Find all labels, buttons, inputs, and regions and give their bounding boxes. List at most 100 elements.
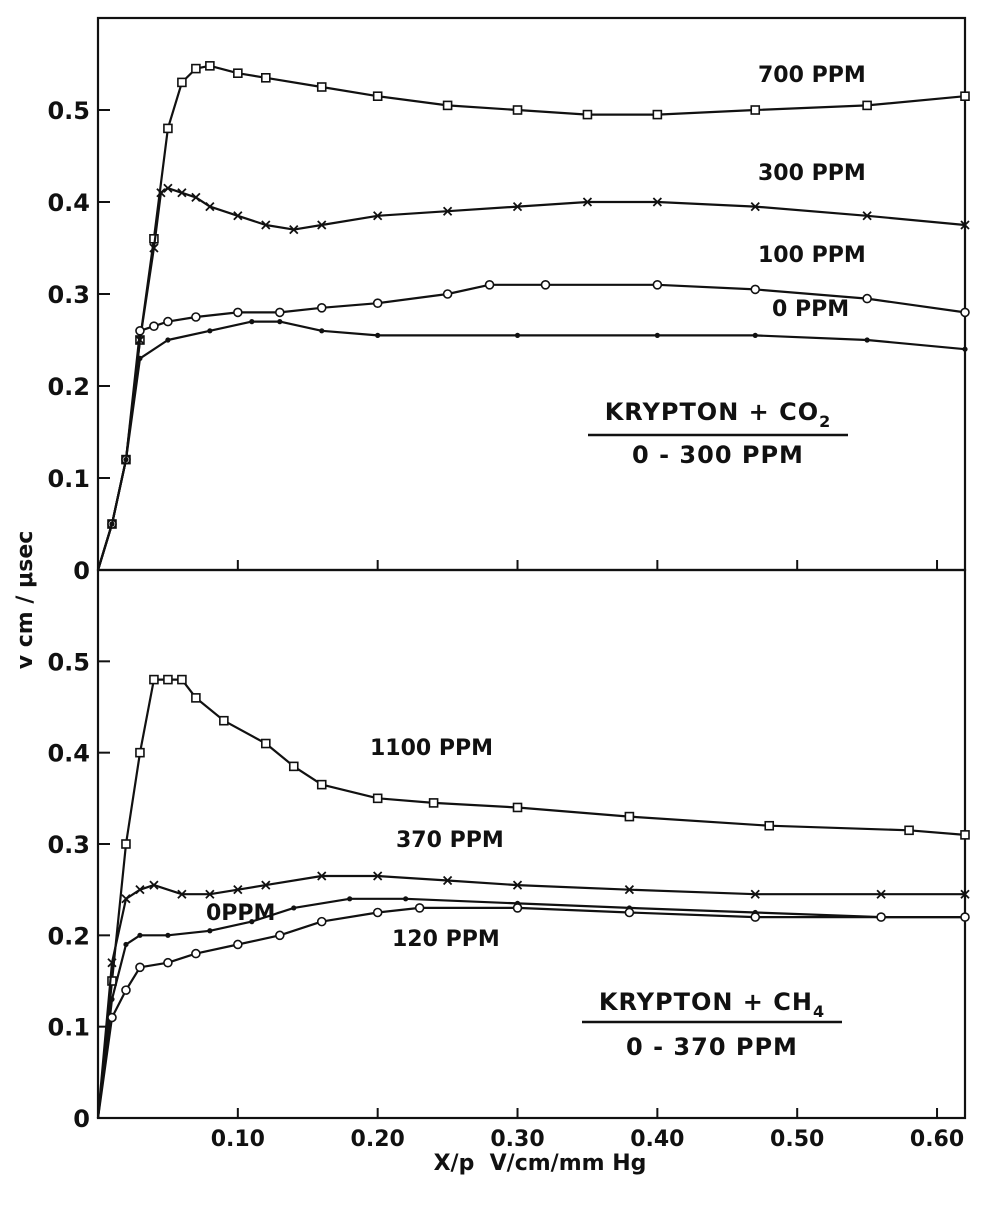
data-point xyxy=(764,820,775,831)
x-tick-label: 0.40 xyxy=(630,1127,684,1152)
data-point xyxy=(484,279,495,290)
series-label: 100 PPM xyxy=(758,243,866,268)
data-point xyxy=(624,885,635,895)
data-point xyxy=(274,307,285,318)
data-point xyxy=(403,896,409,902)
data-point xyxy=(372,907,383,918)
data-point xyxy=(372,298,383,309)
data-point xyxy=(109,996,115,1002)
data-point xyxy=(375,332,381,338)
y-tick-label: 0.4 xyxy=(47,189,90,217)
data-point xyxy=(249,919,255,925)
data-point xyxy=(540,279,551,290)
data-point xyxy=(123,941,129,948)
data-point xyxy=(442,100,453,111)
data-point xyxy=(512,802,523,813)
y-tick-label: 0.2 xyxy=(47,373,90,401)
data-point xyxy=(317,220,327,230)
data-point xyxy=(207,328,213,334)
data-point xyxy=(261,738,271,749)
legend-title-main: KRYPTON + CO xyxy=(605,398,819,426)
data-point xyxy=(512,105,523,115)
data-point xyxy=(177,889,187,899)
data-point xyxy=(107,958,117,968)
data-point xyxy=(233,211,243,221)
series-label: 1100 PPM xyxy=(370,736,493,761)
data-point xyxy=(864,337,870,343)
data-point xyxy=(233,307,243,318)
data-point xyxy=(862,100,872,111)
y-tick-label: 0.3 xyxy=(47,281,90,309)
data-point xyxy=(261,73,271,83)
data-point xyxy=(121,839,131,849)
data-point xyxy=(149,674,159,685)
legend-title-subscript: 4 xyxy=(813,1002,825,1021)
data-point xyxy=(750,284,761,295)
data-point xyxy=(750,201,760,212)
data-point xyxy=(319,328,325,334)
data-point xyxy=(442,206,453,216)
data-point xyxy=(750,912,761,922)
legend-subtitle: 0 - 300 PPM xyxy=(632,441,804,469)
data-point xyxy=(514,332,521,338)
data-point xyxy=(191,948,201,959)
data-point xyxy=(962,346,968,352)
y-tick-label: 0.5 xyxy=(47,97,90,125)
data-point xyxy=(582,109,593,120)
data-point xyxy=(205,61,215,71)
data-point xyxy=(163,957,173,968)
data-point xyxy=(261,220,271,230)
x-tick-label: 0.20 xyxy=(351,1127,405,1152)
data-point xyxy=(177,188,187,198)
data-point xyxy=(135,747,145,758)
series-line xyxy=(96,283,966,571)
data-point xyxy=(960,830,970,840)
data-point xyxy=(288,761,299,772)
y-tick-label: 0.4 xyxy=(47,740,90,768)
y-tick-label: 0 xyxy=(73,1105,90,1133)
legend-title: KRYPTON + CH4 xyxy=(599,988,825,1021)
data-point xyxy=(372,91,383,101)
data-point xyxy=(191,63,201,74)
data-point xyxy=(261,880,271,890)
data-point xyxy=(862,293,872,304)
series-label: 0PPM xyxy=(206,901,275,926)
series-label: 120 PPM xyxy=(392,927,500,952)
data-point xyxy=(249,319,255,325)
data-point xyxy=(960,889,970,899)
legend-subtitle: 0 - 370 PPM xyxy=(626,1033,798,1061)
data-point xyxy=(191,312,201,322)
data-point xyxy=(191,192,201,203)
data-point xyxy=(149,880,159,890)
y-tick-label: 0.3 xyxy=(47,831,90,859)
data-point xyxy=(316,82,327,92)
data-point xyxy=(750,889,760,899)
data-point xyxy=(373,211,383,221)
series-label: 300 PPM xyxy=(758,161,866,186)
data-point xyxy=(652,279,663,290)
data-point xyxy=(317,871,327,881)
data-point xyxy=(442,875,453,886)
y-tick-label: 0.1 xyxy=(47,465,90,493)
data-point xyxy=(121,894,131,904)
legend-title: KRYPTON + CO2 xyxy=(605,398,832,431)
bottom-panel-krypton-ch4: 0 0.1 0.2 0.3 0.4 0.5 0.10 0.20 0.30 0.40 0.50 0.60… xyxy=(47,568,970,1152)
data-point xyxy=(123,457,129,463)
series-line xyxy=(96,897,965,1119)
data-point xyxy=(624,907,635,918)
x-tick-label: 0.60 xyxy=(910,1127,964,1152)
data-point xyxy=(876,889,886,899)
data-point xyxy=(205,201,215,212)
data-point xyxy=(316,916,327,927)
shared-axis-labels: v cm / μsec X/p V/cm/mm Hg xyxy=(13,531,646,1176)
series-line xyxy=(96,320,966,571)
data-point xyxy=(137,932,143,938)
data-point xyxy=(289,224,299,235)
data-point xyxy=(624,811,635,822)
data-point xyxy=(121,985,131,995)
y-tick-label: 0.5 xyxy=(47,648,90,676)
data-point xyxy=(512,903,523,913)
data-point xyxy=(512,880,523,890)
data-point xyxy=(414,903,425,913)
x-tick-label: 0.10 xyxy=(211,1127,265,1152)
